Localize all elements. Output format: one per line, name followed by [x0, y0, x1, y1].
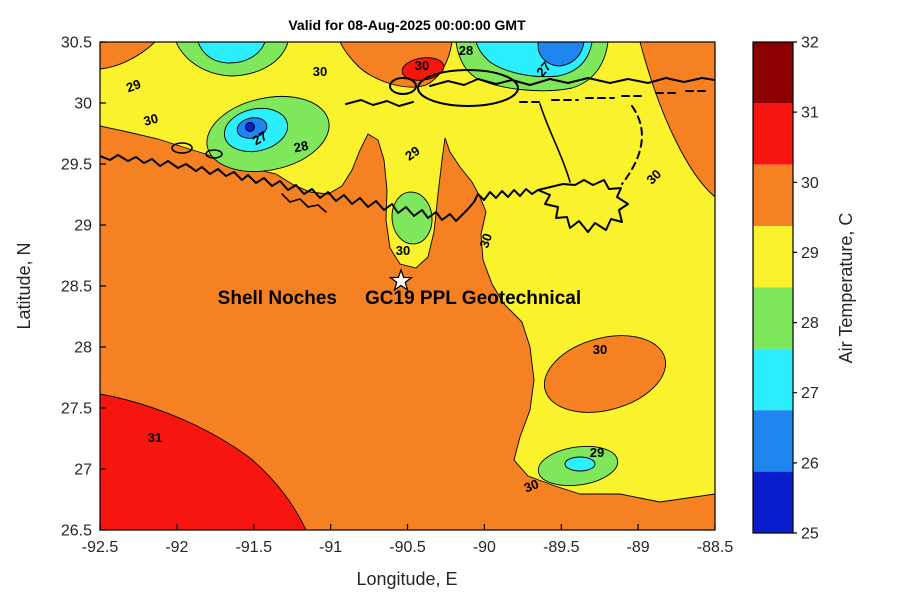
region-orange-mid-east-blob: [543, 335, 667, 413]
colorbar-band: [753, 471, 793, 533]
y-tick-label: 30: [74, 96, 92, 113]
contour-label: 30: [313, 64, 327, 79]
site-annotation-right: GC19 PPL Geotechnical: [365, 288, 581, 309]
colorbar-tick-label: 28: [801, 315, 819, 332]
colorbar-band: [753, 226, 793, 288]
contour-label: 29: [590, 445, 604, 460]
west-shore-segment: [345, 99, 414, 107]
barrier-islands: [519, 90, 707, 103]
colorbar-tick-label: 31: [801, 105, 819, 122]
contour-label: 27: [250, 128, 270, 148]
x-tick-label: -89: [627, 539, 650, 556]
contour-label: 29: [402, 143, 422, 164]
coastline-path: [100, 154, 539, 222]
y-tick-marks: [100, 41, 106, 531]
contour-label: 31: [148, 430, 162, 445]
x-tick-label: -92: [165, 539, 188, 556]
region-darkblue-west-core: [245, 122, 255, 132]
lake-maurepas-outline: [389, 77, 417, 95]
region-red-southwest-pool: [100, 393, 307, 530]
x-tick-label: -91: [319, 539, 342, 556]
colorbar-tick-marks: [793, 41, 797, 534]
colorbar-band: [753, 164, 793, 227]
colorbar-band: [753, 287, 793, 349]
x-tick-label: -90.5: [389, 539, 426, 556]
mississippi-delta: [537, 179, 629, 233]
x-tick-marks: [99, 524, 716, 530]
x-axis-label: Longitude, E: [356, 569, 457, 589]
y-tick-label: 27: [74, 462, 92, 479]
inland-lake: [171, 142, 193, 154]
chandeleur-islands-arc: [621, 105, 643, 185]
colorbar-tick-label: 27: [801, 385, 819, 402]
y-tick-label: 28.5: [61, 279, 92, 296]
colorbar-band: [753, 42, 793, 104]
inland-lake: [205, 149, 223, 159]
contour-label: 30: [593, 342, 607, 357]
colorbar-axis-label: Air Temperature, C: [836, 213, 856, 364]
contour-label: 29: [124, 76, 143, 95]
colorbar-band: [753, 103, 793, 165]
plot-area: 29 30 30 30 28 27 27 28 29 30 30 30 30 3…: [100, 42, 715, 530]
colorbar-tick-label: 30: [801, 175, 819, 192]
contour-label: 30: [142, 111, 160, 129]
contour-label: 28: [459, 43, 473, 58]
colorbar-band: [753, 348, 793, 411]
x-tick-label: -90: [473, 539, 496, 556]
terrebonne-bays: [281, 193, 327, 213]
mississippi-river-line: [539, 103, 571, 183]
contour-label: 30: [522, 476, 541, 495]
colorbar-band: [753, 410, 793, 472]
colorbar-frame: [752, 41, 794, 534]
y-tick-label: 30.5: [61, 35, 92, 52]
region-blue-topcenter: [537, 42, 585, 67]
contour-label: 30: [396, 243, 410, 258]
colorbar: 32 31 30 29 28 27 26 25 Air Temperature,…: [752, 35, 856, 542]
x-tick-label: -89.5: [543, 539, 580, 556]
lake-pontchartrain-outline: [417, 69, 519, 107]
colorbar-tick-label: 29: [801, 245, 819, 262]
contour-label: 28: [292, 138, 309, 156]
y-tick-label: 26.5: [61, 523, 92, 540]
colorbar-tick-label: 25: [801, 525, 819, 542]
contour-label: 30: [476, 231, 495, 249]
site-star-marker: [388, 268, 414, 292]
contour-label: 30: [415, 58, 429, 73]
site-annotation-left: Shell Noches: [218, 288, 337, 309]
region-cyan-southeast-core: [564, 456, 596, 472]
y-tick-label: 27.5: [61, 401, 92, 418]
x-tick-label: -92.5: [82, 539, 119, 556]
y-axis-label: Latitude, N: [14, 242, 34, 329]
colorbar-tick-label: 32: [801, 35, 819, 52]
north-shore-coast: [429, 77, 715, 87]
colorbar-tick-label: 26: [801, 455, 819, 472]
y-tick-label: 29.5: [61, 157, 92, 174]
y-tick-label: 28: [74, 340, 92, 357]
region-cyan-topleft: [197, 42, 266, 64]
x-tick-label: -91.5: [236, 539, 273, 556]
plot-title: Valid for 08-Aug-2025 00:00:00 GMT: [288, 17, 526, 33]
y-tick-label: 29: [74, 218, 92, 235]
x-tick-label: -88.5: [697, 539, 734, 556]
